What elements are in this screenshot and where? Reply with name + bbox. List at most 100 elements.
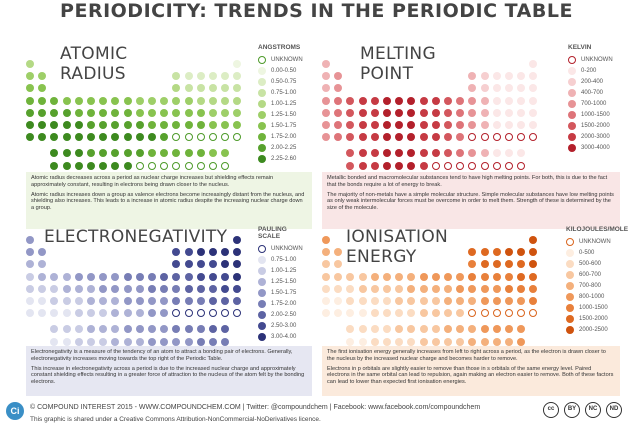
element-dot <box>419 161 428 170</box>
element-dot <box>395 96 404 105</box>
element-dot <box>87 161 95 170</box>
element-dot <box>135 309 144 318</box>
element-dot <box>395 297 404 305</box>
legend-item: 700-1000 <box>568 98 613 109</box>
melting-point-unit: KELVIN <box>568 44 592 51</box>
element-dot <box>480 297 489 305</box>
element-dot <box>322 260 330 269</box>
electronegativity-unit: PAULING SCALE <box>258 226 287 240</box>
element-dot <box>221 297 230 305</box>
element-dot <box>431 337 440 346</box>
element-dot <box>184 297 193 305</box>
element-dot <box>184 337 193 346</box>
element-dot <box>111 149 120 158</box>
element-dot <box>196 309 205 318</box>
legend-label: 1.00-1.25 <box>271 267 297 274</box>
legend-swatch-icon <box>568 121 576 130</box>
legend-item: 0.50-0.75 <box>258 76 303 87</box>
element-dot <box>26 133 34 142</box>
element-dot <box>346 284 355 293</box>
element-dot <box>148 121 156 129</box>
element-dot <box>172 297 181 305</box>
element-dot <box>111 309 120 318</box>
element-dot <box>38 248 47 257</box>
element-dot <box>233 133 242 142</box>
element-dot <box>26 121 34 129</box>
element-dot <box>468 260 477 269</box>
legend-label: 2000-3000 <box>581 133 610 140</box>
element-dot <box>184 161 193 170</box>
element-dot <box>370 161 379 170</box>
element-dot <box>529 236 538 244</box>
element-dot <box>383 325 391 334</box>
legend-label: 0-500 <box>579 249 595 256</box>
element-dot <box>50 149 59 158</box>
element-dot <box>62 309 71 318</box>
atomic-radius-legend: ANGSTROMS UNKNOWN 0.00-0.50 0.50-0.75 0.75-… <box>258 44 303 164</box>
element-dot <box>221 72 230 81</box>
element-dot <box>480 309 489 318</box>
element-dot <box>99 149 108 158</box>
element-dot <box>407 149 416 158</box>
element-dot <box>431 133 440 142</box>
element-dot <box>346 337 355 346</box>
element-dot <box>74 108 83 117</box>
element-dot <box>480 121 489 129</box>
element-dot <box>184 248 193 257</box>
element-dot <box>160 133 169 142</box>
element-dot <box>456 133 465 142</box>
legend-label: UNKNOWN <box>579 238 611 245</box>
element-dot <box>135 272 144 281</box>
legend-item: 1.50-1.75 <box>258 287 303 298</box>
legend-swatch-icon <box>566 259 574 268</box>
element-dot <box>209 272 217 281</box>
legend-label: 0.75-1.00 <box>271 89 297 96</box>
element-dot <box>221 84 230 93</box>
element-dot <box>529 248 538 257</box>
element-dot <box>370 297 379 305</box>
legend-item: 1500-2000 <box>566 313 628 324</box>
element-dot <box>196 84 205 93</box>
element-dot <box>419 337 428 346</box>
element-dot <box>50 121 59 129</box>
element-dot <box>209 121 217 129</box>
element-dot <box>346 161 355 170</box>
element-dot <box>480 248 489 257</box>
legend-swatch-icon <box>568 55 576 64</box>
element-dot <box>209 248 217 257</box>
element-dot <box>431 161 440 170</box>
legend-label: 1.25-1.50 <box>271 111 297 118</box>
legend-swatch-icon <box>258 77 266 86</box>
legend-swatch-icon <box>568 99 576 108</box>
element-dot <box>135 149 144 158</box>
legend-label: 2.00-2.50 <box>271 311 297 318</box>
legend-label: UNKNOWN <box>581 56 613 63</box>
legend-label: 1.50-1.75 <box>271 289 297 296</box>
legend-swatch-icon <box>258 88 266 97</box>
element-dot <box>38 108 47 117</box>
legend-label: 700-1000 <box>581 100 607 107</box>
legend-label: 1000-1500 <box>581 111 610 118</box>
element-dot <box>172 309 181 318</box>
element-dot <box>492 284 501 293</box>
element-dot <box>221 337 230 346</box>
footer-credits[interactable]: © COMPOUND INTEREST 2015 - WWW.COMPOUNDC… <box>30 404 481 411</box>
melting-point-desc-1: Metallic bonded and macromolecular subst… <box>327 175 608 188</box>
element-dot <box>50 161 59 170</box>
melting-point-description: Metallic bonded and macromolecular subst… <box>322 172 620 229</box>
element-dot <box>38 297 47 305</box>
legend-swatch-icon <box>566 270 574 279</box>
element-dot <box>99 325 108 334</box>
element-dot <box>87 272 95 281</box>
element-dot <box>334 72 343 81</box>
element-dot <box>172 248 181 257</box>
element-dot <box>148 149 156 158</box>
electronegativity-legend: PAULING SCALE UNKNOWN 0.75-1.00 1.00-1.25 1… <box>258 226 303 342</box>
element-dot <box>444 108 452 117</box>
element-dot <box>517 337 526 346</box>
element-dot <box>172 325 181 334</box>
element-dot <box>517 248 526 257</box>
by-icon: BY <box>564 402 580 418</box>
element-dot <box>135 284 144 293</box>
legend-label: 0.50-0.75 <box>271 78 297 85</box>
